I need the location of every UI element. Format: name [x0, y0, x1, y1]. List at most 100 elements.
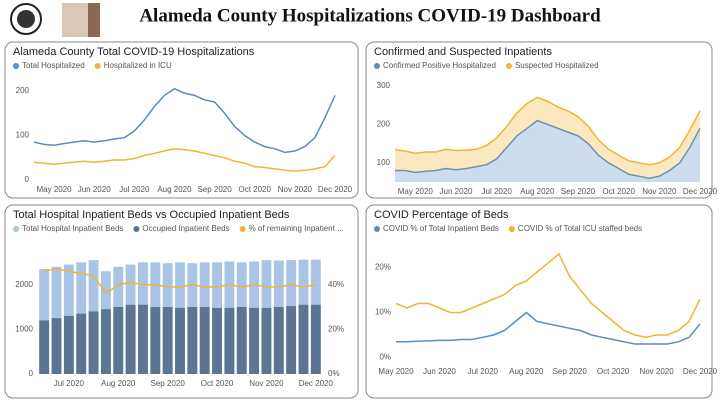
legend-label: Occupied Inpatient Beds	[142, 224, 229, 233]
bar	[138, 304, 148, 374]
x-tick-label: Jun 2020	[423, 367, 456, 376]
legend-label: Total Hospital Inpatient Beds	[22, 224, 123, 233]
bar	[150, 307, 161, 374]
panel	[365, 204, 713, 399]
bar	[224, 307, 235, 374]
x-tick-label: Jul 2020	[54, 379, 85, 388]
legend-label: Total Hospitalized	[22, 61, 85, 70]
x-tick-label: Jul 2020	[119, 185, 150, 194]
panel	[4, 41, 359, 199]
bar	[76, 313, 87, 374]
chart-title: Alameda County Total COVID-19 Hospitaliz…	[13, 46, 255, 58]
x-tick-label: Nov 2020	[639, 367, 674, 376]
x-tick-label: Sep 2020	[553, 367, 588, 376]
x-tick-label: Jun 2020	[440, 187, 473, 196]
y-tick-label: 100	[16, 131, 30, 140]
line	[396, 311, 701, 345]
x-tick-label: Aug 2020	[520, 187, 555, 196]
y2-tick-label: 40%	[328, 280, 344, 289]
area-line	[394, 96, 701, 166]
legend-label: COVID % of Total Inpatient Beds	[383, 224, 499, 233]
berkeley-logo-band	[88, 3, 100, 37]
bar	[125, 304, 136, 374]
chart-title: Confirmed and Suspected Inpatients	[374, 46, 552, 58]
x-tick-label: Dec 2020	[683, 187, 718, 196]
y-tick-label: 20%	[375, 263, 391, 272]
bar	[100, 309, 111, 374]
legend-label: Confirmed Positive Hospitalized	[383, 61, 496, 70]
x-tick-label: Oct 2020	[597, 367, 630, 376]
bar	[113, 307, 124, 374]
x-tick-label: Jun 2020	[78, 185, 111, 194]
x-tick-label: Aug 2020	[157, 185, 192, 194]
legend-marker	[374, 226, 380, 232]
bar	[236, 307, 247, 374]
y-tick-label: 2000	[15, 280, 33, 289]
bar	[199, 307, 210, 374]
y-tick-label: 0	[25, 175, 30, 184]
x-tick-label: Oct 2020	[602, 187, 635, 196]
legend-marker	[508, 226, 515, 232]
chart-title: COVID Percentage of Beds	[374, 209, 509, 221]
county-seal-center	[17, 10, 35, 28]
line	[33, 87, 336, 154]
x-tick-label: Sep 2020	[197, 185, 232, 194]
x-tick-label: Jul 2020	[468, 367, 499, 376]
legend-marker	[133, 226, 140, 232]
x-tick-label: Oct 2020	[201, 379, 234, 388]
legend-marker	[239, 226, 246, 232]
x-tick-label: Nov 2020	[642, 187, 677, 196]
bar	[88, 311, 99, 374]
line	[33, 148, 336, 172]
x-tick-label: Aug 2020	[509, 367, 544, 376]
y-tick-label: 1000	[15, 324, 33, 333]
legend-label: Hospitalized in ICU	[104, 61, 172, 70]
y-tick-label: 300	[377, 81, 391, 90]
legend-marker	[13, 63, 19, 69]
x-tick-label: Sep 2020	[151, 379, 186, 388]
bar	[187, 307, 198, 374]
x-tick-label: May 2020	[36, 185, 72, 194]
bar	[261, 307, 272, 374]
bar	[249, 307, 260, 374]
x-tick-label: May 2020	[378, 367, 414, 376]
bar	[273, 307, 284, 374]
bar	[51, 318, 62, 374]
y2-tick-label: 20%	[328, 324, 344, 333]
bar	[310, 304, 321, 374]
x-tick-label: May 2020	[398, 187, 434, 196]
x-tick-label: Nov 2020	[249, 379, 284, 388]
x-tick-label: Dec 2020	[318, 185, 353, 194]
page-title: Alameda County Hospitalizations COVID-19…	[139, 5, 601, 26]
x-tick-label: Aug 2020	[101, 379, 136, 388]
bar	[63, 315, 74, 374]
legend-marker	[505, 63, 512, 69]
legend-marker	[374, 63, 380, 69]
y-tick-label: 100	[377, 158, 391, 167]
x-tick-label: Jul 2020	[482, 187, 513, 196]
legend-label: Suspected Hospitalized	[515, 61, 599, 70]
x-tick-label: Dec 2020	[299, 379, 334, 388]
line	[44, 268, 316, 295]
bar	[286, 306, 297, 374]
bar	[212, 307, 222, 374]
y-tick-label: 10%	[375, 308, 391, 317]
y-tick-label: 0%	[379, 353, 391, 362]
legend-label: % of remaining Inpatient ...	[249, 224, 344, 233]
x-tick-label: Dec 2020	[683, 367, 718, 376]
x-tick-label: Nov 2020	[278, 185, 313, 194]
area-line	[395, 119, 701, 179]
legend-label: COVID % of Total ICU staffed beds	[518, 224, 642, 233]
x-tick-label: Oct 2020	[238, 185, 271, 194]
legend-marker	[13, 226, 19, 232]
y-tick-label: 200	[16, 86, 30, 95]
legend-marker	[94, 63, 101, 69]
x-tick-label: Sep 2020	[561, 187, 596, 196]
bar	[298, 304, 309, 374]
bar	[39, 320, 50, 374]
chart-title: Total Hospital Inpatient Beds vs Occupie…	[13, 209, 290, 221]
area	[395, 120, 700, 182]
y-tick-label: 200	[377, 119, 391, 128]
y2-tick-label: 0%	[328, 369, 340, 378]
